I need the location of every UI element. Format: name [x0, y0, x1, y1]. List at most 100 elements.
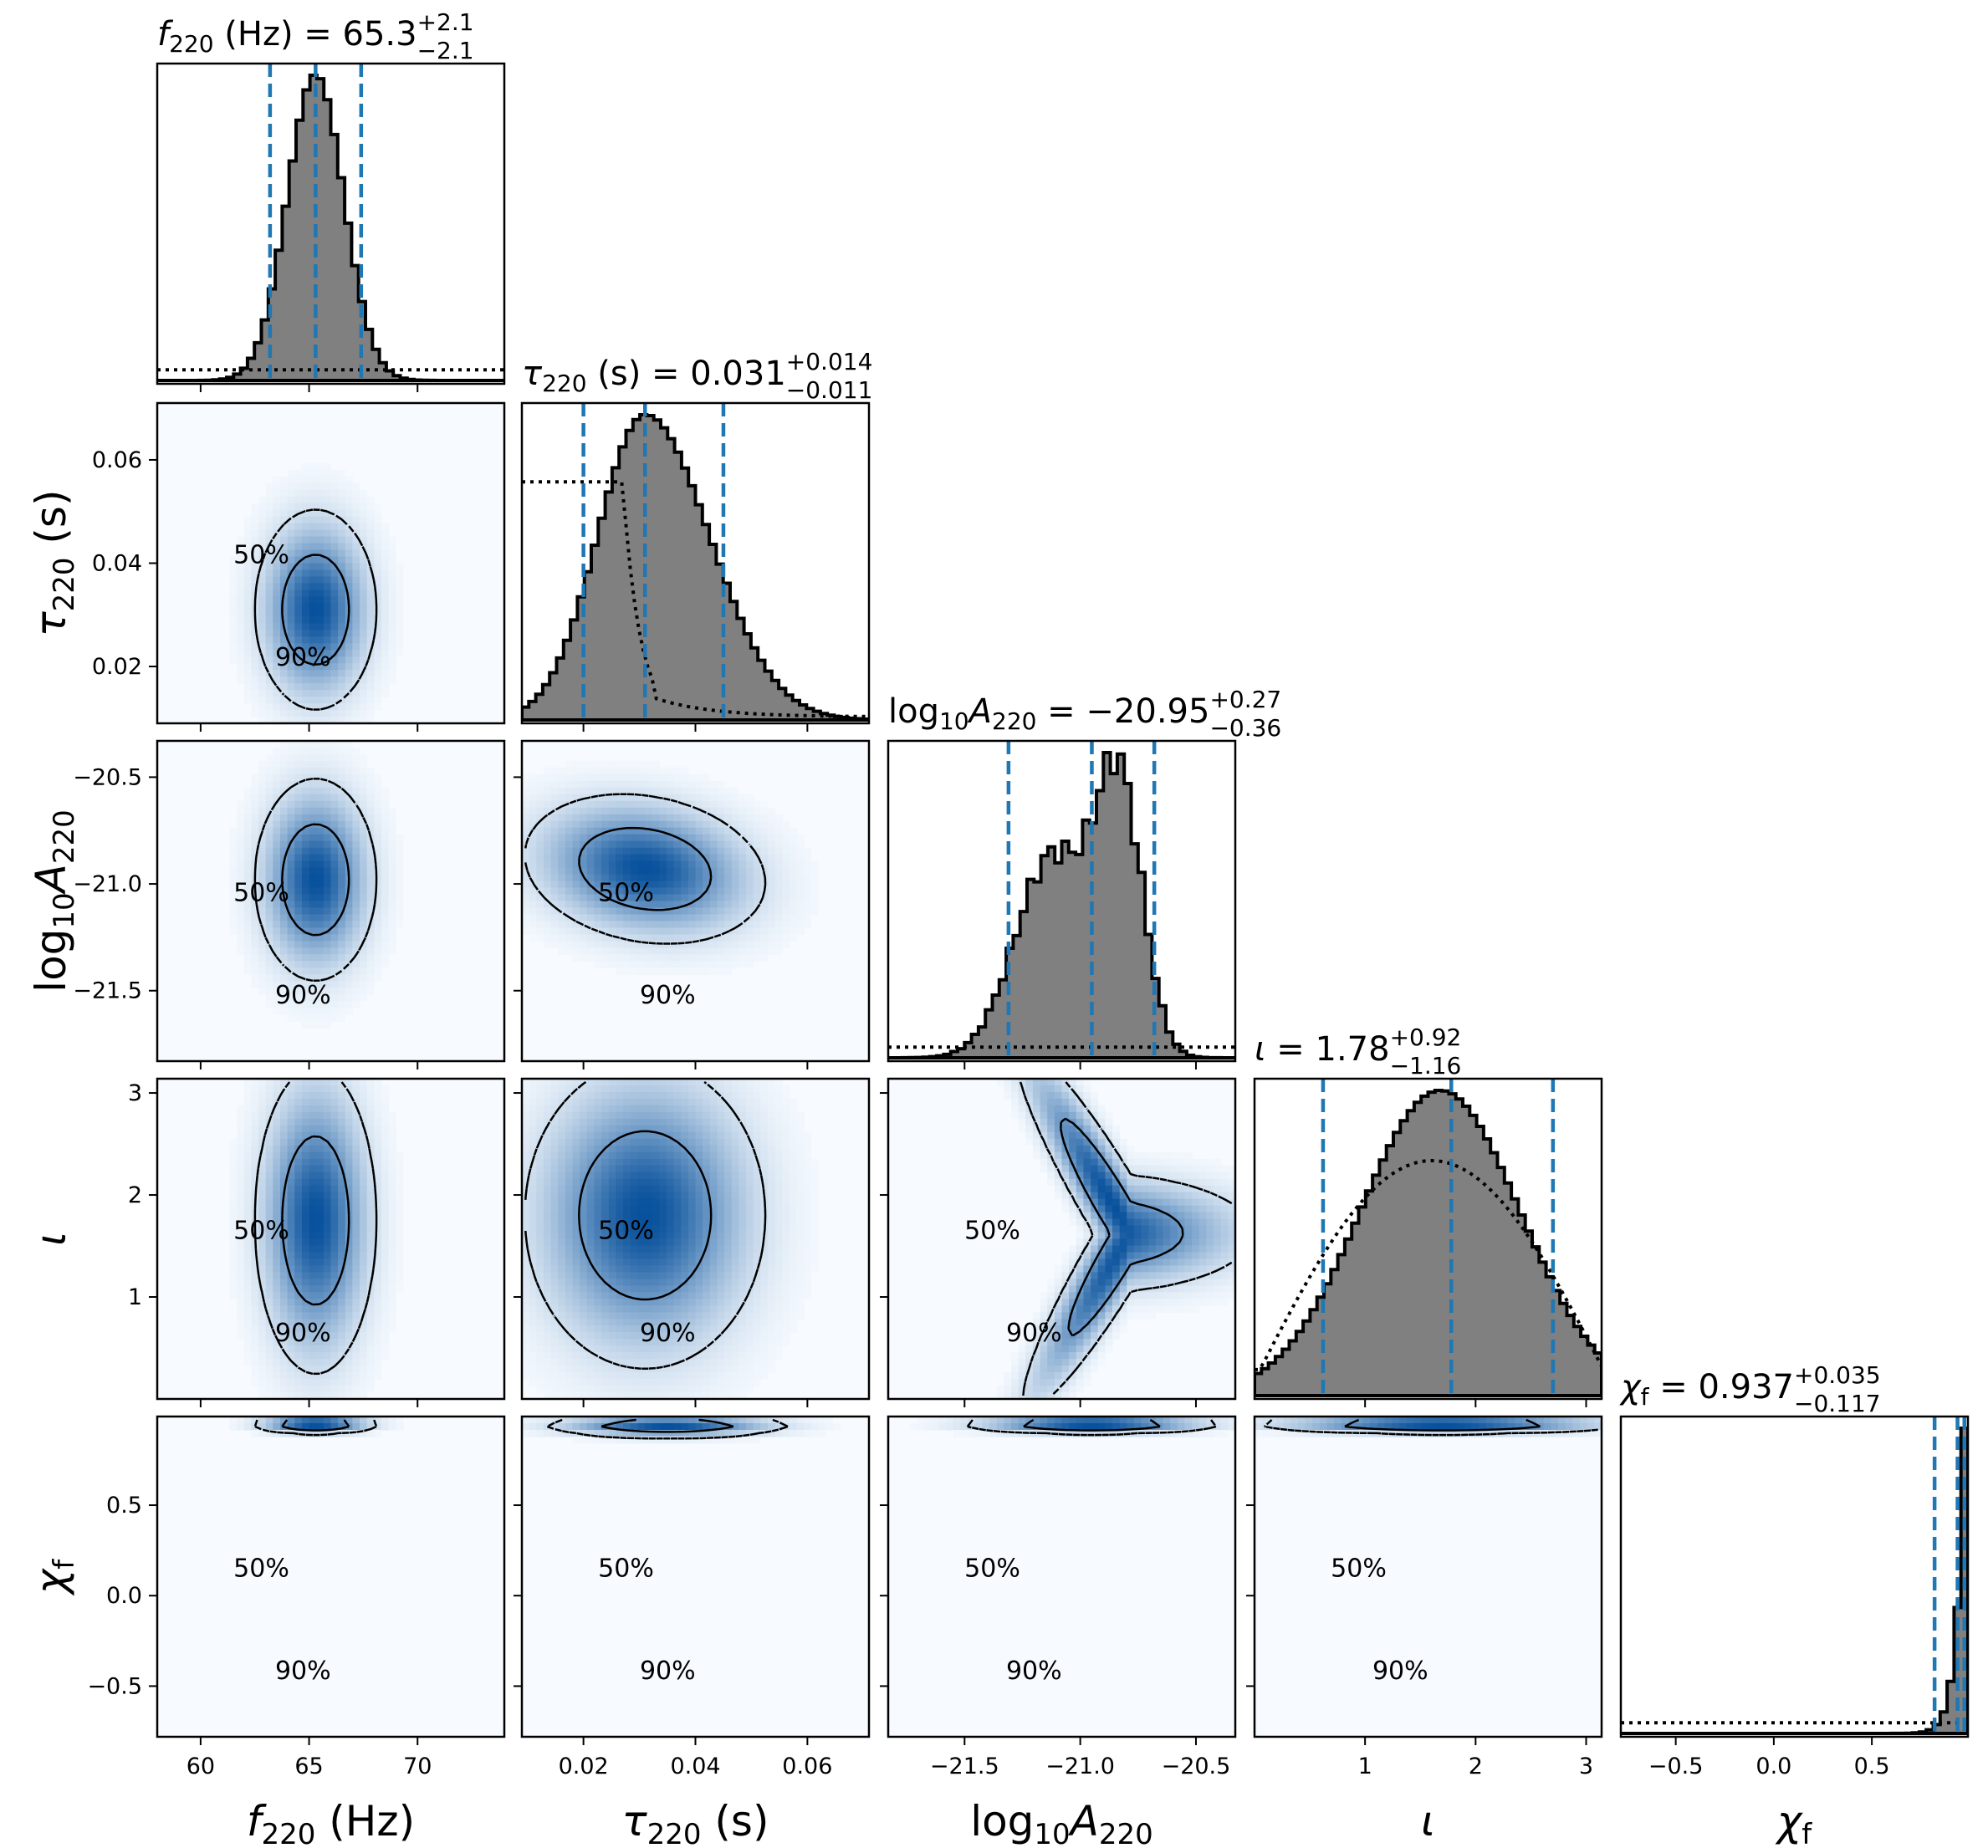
contour-50-iota-chif	[1344, 1418, 1541, 1432]
title-tau220: τ220 (s) = 0.031+0.014	[522, 348, 872, 397]
density-panel-iota-chif: 50% 90% 1 2 3	[1246, 1415, 1603, 1779]
x-axis-label-tau220: τ220 (s)	[622, 1797, 769, 1848]
x-tick-label-f220: 65	[294, 1754, 323, 1779]
density-panel-f220-chif: 50% 90% 60 65 70 −0.5 0.0 0.5	[87, 1415, 506, 1779]
contour-label-90: 90%	[1372, 1657, 1428, 1686]
density-panel-tau220-iota: 50% 90%	[514, 1077, 871, 1407]
contour-50-tau220-chif	[600, 1418, 734, 1433]
x-tick-label-iota: 1	[1358, 1754, 1372, 1779]
density-panel-f220-iota: 50% 90% 1 2 3	[128, 1077, 506, 1407]
contour-label-90: 90%	[275, 1319, 331, 1348]
x-tick-label-tau220: 0.06	[782, 1754, 832, 1779]
contour-50-tau220-logA	[578, 826, 713, 911]
x-axis-label-iota: ι	[1421, 1797, 1435, 1845]
x-axis-label-f220: f220 (Hz)	[247, 1797, 415, 1848]
y-tick-label-chif: 0.5	[106, 1493, 142, 1519]
hist-panel-f220	[156, 62, 506, 392]
contour-50-tau220-iota	[578, 1130, 713, 1301]
contour-label-90: 90%	[1006, 1319, 1062, 1348]
contour-label-50: 50%	[1331, 1554, 1387, 1584]
hist-panel-tau220	[520, 401, 871, 732]
density-panel-tau220-chif: 50% 90% 0.02 0.04 0.06	[514, 1415, 871, 1779]
x-tick-label-logA: −20.5	[1162, 1754, 1231, 1779]
x-axis-label-chif: χf​	[1775, 1797, 1813, 1848]
contour-90-f220-chif	[253, 1419, 378, 1437]
histogram-logA	[888, 751, 1235, 1059]
x-tick-label-f220: 70	[403, 1754, 432, 1779]
contour-50-f220-iota	[281, 1135, 350, 1306]
x-tick-label-tau220: 0.04	[670, 1754, 720, 1779]
panel-frame	[156, 1077, 506, 1401]
y-axis-label-chif: χf​	[27, 1559, 81, 1597]
contour-50-logA-chif	[1023, 1418, 1161, 1432]
contour-label-50: 50%	[598, 1554, 654, 1584]
contour-label-50: 50%	[233, 541, 289, 570]
y-axis-label-iota: ι	[27, 1232, 75, 1246]
x-tick-label-iota: 3	[1579, 1754, 1593, 1779]
x-tick-label-iota: 2	[1469, 1754, 1483, 1779]
contour-50-f220-tau220	[281, 554, 350, 666]
y-tick-label-logA: −21.0	[73, 871, 142, 897]
contour-label-90: 90%	[640, 981, 696, 1010]
contour-90-iota-chif	[1264, 1419, 1598, 1437]
x-tick-label-tau220: 0.02	[559, 1754, 609, 1779]
density-panel-logA-chif: 50% 90% −21.5 −21.0 −20.5	[880, 1415, 1237, 1779]
density-panel-tau220-logA: 50% 90%	[514, 739, 871, 1069]
contour-90-f220-tau220	[253, 508, 378, 711]
title-minus-f220: −2.1	[417, 37, 474, 64]
hist-panel-chif: −0.5 0.0 0.5	[1619, 1415, 1970, 1779]
histogram-tau220	[522, 413, 869, 722]
contour-label-50: 50%	[233, 1217, 289, 1246]
title-minus-tau220: −0.011	[786, 376, 873, 404]
contour-label-50: 50%	[598, 879, 654, 908]
title-logA: log10A220 = −20.95+0.27	[888, 686, 1281, 735]
contour-label-50: 50%	[964, 1217, 1020, 1246]
y-axis-label-logA: log10A220​	[27, 809, 81, 993]
contour-label-90: 90%	[275, 1657, 331, 1686]
contour-label-90: 90%	[1006, 1657, 1062, 1686]
contour-label-90: 90%	[275, 981, 331, 1010]
panel-frame	[1253, 1415, 1603, 1738]
contour-90-tau220-iota	[524, 1080, 767, 1370]
y-tick-label-logA: −21.5	[73, 978, 142, 1004]
panel-frame	[156, 739, 506, 1063]
title-minus-iota: −1.16	[1390, 1052, 1462, 1080]
title-minus-logA: −0.36	[1209, 714, 1281, 742]
y-tick-label-tau220: 0.06	[92, 447, 142, 473]
contour-50-f220-logA	[281, 823, 350, 937]
x-axis-label-logA: log10A220​	[970, 1797, 1153, 1848]
title-iota: ι = 1.78+0.92	[1255, 1024, 1461, 1069]
title-chif: χf = 0.937+0.035	[1619, 1361, 1881, 1411]
y-tick-label-tau220: 0.02	[92, 654, 142, 680]
contour-label-50: 50%	[233, 1554, 289, 1584]
density-panel-logA-iota: 50% 90%	[880, 1077, 1237, 1407]
contour-label-90: 90%	[640, 1319, 696, 1348]
panel-frame	[156, 1415, 506, 1738]
y-tick-label-iota: 3	[128, 1080, 142, 1106]
y-tick-label-chif: −0.5	[87, 1673, 142, 1699]
histogram-f220	[157, 74, 504, 382]
hist-panel-iota	[1253, 1077, 1603, 1407]
contour-label-90: 90%	[640, 1657, 696, 1686]
contour-90-tau220-chif	[546, 1418, 789, 1440]
contour-90-logA-chif	[966, 1419, 1217, 1437]
y-axis-label-tau220: τ220 (s)	[27, 490, 81, 637]
contour-label-50: 50%	[964, 1554, 1020, 1584]
x-tick-label-chif: 0.0	[1755, 1754, 1791, 1779]
density-panel-f220-logA: 50% 90% −21.5 −21.0 −20.5	[73, 739, 506, 1069]
y-tick-label-chif: 0.0	[106, 1583, 142, 1609]
panel-frame	[887, 739, 1237, 1063]
x-tick-label-f220: 60	[187, 1754, 215, 1779]
panel-frame	[887, 1077, 1237, 1401]
x-tick-label-logA: −21.5	[930, 1754, 999, 1779]
histogram-chif	[1621, 1427, 1968, 1735]
contour-90-f220-logA	[253, 778, 378, 983]
panel-frame	[1253, 1077, 1603, 1401]
x-tick-label-logA: −21.0	[1045, 1754, 1115, 1779]
prior-curve-tau220	[522, 480, 869, 718]
contour-90-tau220-logA	[524, 793, 767, 945]
y-tick-label-logA: −20.5	[73, 764, 142, 790]
x-tick-label-chif: −0.5	[1648, 1754, 1704, 1779]
contour-50-logA-iota	[1060, 1117, 1184, 1337]
